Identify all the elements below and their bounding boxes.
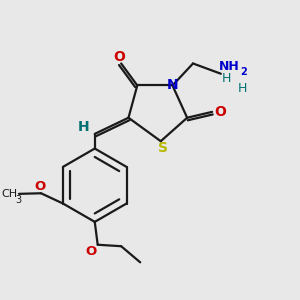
Text: 2: 2 <box>240 67 247 77</box>
Text: O: O <box>34 180 46 193</box>
Text: O: O <box>85 245 97 258</box>
Text: O: O <box>214 105 226 119</box>
Text: O: O <box>113 50 125 64</box>
Text: CH: CH <box>2 189 18 199</box>
Text: H: H <box>238 82 248 95</box>
Text: N: N <box>167 79 178 92</box>
Text: H: H <box>222 72 231 85</box>
Text: NH: NH <box>219 60 240 73</box>
Text: 3: 3 <box>15 195 22 205</box>
Text: H: H <box>78 120 89 134</box>
Text: S: S <box>158 141 168 155</box>
